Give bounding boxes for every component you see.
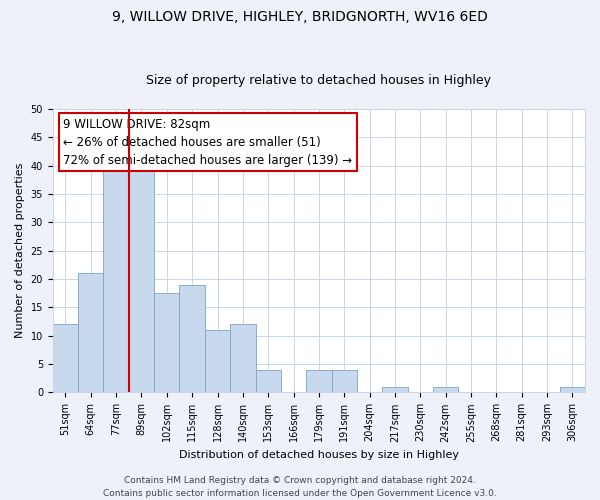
Bar — [78, 274, 103, 392]
Bar — [256, 370, 281, 392]
Bar — [129, 154, 154, 392]
Bar — [154, 293, 179, 392]
Bar — [103, 166, 129, 392]
Bar — [205, 330, 230, 392]
Bar — [230, 324, 256, 392]
Bar — [382, 387, 407, 392]
Text: 9 WILLOW DRIVE: 82sqm
← 26% of detached houses are smaller (51)
72% of semi-deta: 9 WILLOW DRIVE: 82sqm ← 26% of detached … — [64, 118, 353, 166]
Bar — [433, 387, 458, 392]
Bar — [179, 284, 205, 393]
Text: 9, WILLOW DRIVE, HIGHLEY, BRIDGNORTH, WV16 6ED: 9, WILLOW DRIVE, HIGHLEY, BRIDGNORTH, WV… — [112, 10, 488, 24]
Bar — [306, 370, 332, 392]
Bar — [332, 370, 357, 392]
Y-axis label: Number of detached properties: Number of detached properties — [15, 163, 25, 338]
X-axis label: Distribution of detached houses by size in Highley: Distribution of detached houses by size … — [179, 450, 459, 460]
Bar — [53, 324, 78, 392]
Title: Size of property relative to detached houses in Highley: Size of property relative to detached ho… — [146, 74, 491, 87]
Text: Contains HM Land Registry data © Crown copyright and database right 2024.
Contai: Contains HM Land Registry data © Crown c… — [103, 476, 497, 498]
Bar — [560, 387, 585, 392]
